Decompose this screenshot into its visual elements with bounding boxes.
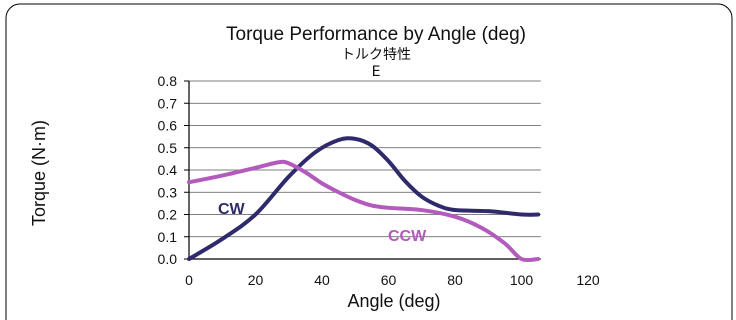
x-tick-label: 100 <box>510 272 534 288</box>
series-label-cw: CW <box>218 201 246 218</box>
chart-title: Torque Performance by Angle (deg) <box>226 24 526 45</box>
y-tick-label: 0.2 <box>158 207 178 223</box>
y-tick-label: 0.4 <box>158 162 178 178</box>
series-line-cw <box>187 136 541 261</box>
series-lines <box>187 136 541 263</box>
y-tick-label: 0.5 <box>158 140 178 156</box>
y-tick-label: 0.3 <box>158 184 178 200</box>
series-line-ccw <box>187 159 541 263</box>
x-tick-label: 60 <box>381 272 397 288</box>
x-axis-label: Angle (deg) <box>347 291 440 311</box>
tick-labels: 0.0 0.1 0.2 0.3 0.4 0.5 0.6 0.7 0.8 0 20 40 60 80 100 1… <box>158 73 600 288</box>
chart-subtitle-line-2: E <box>372 64 381 80</box>
gridlines <box>189 80 541 238</box>
chart-subtitle-line-1: トルク特性 <box>341 47 411 63</box>
series-label-ccw: CCW <box>388 228 427 245</box>
y-tick-label: 0.1 <box>158 229 178 245</box>
y-tick-label: 0.0 <box>158 251 178 267</box>
x-tick-label: 20 <box>248 272 264 288</box>
x-tick-label: 80 <box>447 272 463 288</box>
axes <box>184 80 541 260</box>
y-tick-label: 0.7 <box>158 95 178 111</box>
y-tick-label: 0.6 <box>158 118 178 134</box>
chart-frame <box>5 3 733 320</box>
x-tick-label: 0 <box>185 272 193 288</box>
x-tick-label: 120 <box>576 272 600 288</box>
x-tick-label: 40 <box>314 272 330 288</box>
y-axis-label: Torque (N·m) <box>29 120 49 226</box>
y-tick-label: 0.8 <box>158 73 178 89</box>
